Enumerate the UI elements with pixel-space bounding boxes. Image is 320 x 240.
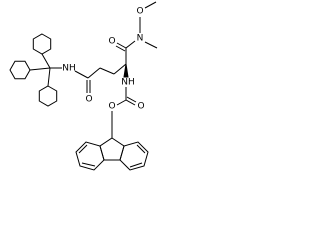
bond — [125, 40, 136, 49]
bond — [136, 144, 146, 154]
bond — [126, 96, 137, 103]
bond — [81, 162, 96, 167]
bonds — [9, 1, 158, 171]
page: {"labels": ["O", "N", "O", "NH", "O", "N… — [9, 1, 158, 171]
wedge-bond — [123, 63, 129, 78]
phenyl-ring — [32, 33, 52, 55]
bond — [115, 45, 126, 52]
benzo-ring — [119, 141, 149, 171]
atom-label: O — [136, 7, 143, 17]
bond — [99, 67, 115, 75]
phenyl-ring — [9, 60, 31, 80]
bond — [113, 63, 127, 75]
structure: O N O NH O NH O O — [9, 1, 158, 171]
atom-label: N — [137, 34, 144, 44]
bond — [78, 144, 88, 154]
bond — [87, 67, 101, 79]
atom-label: O — [108, 102, 115, 112]
bond — [41, 53, 51, 69]
bond — [74, 70, 89, 79]
atom-label: NH — [62, 64, 76, 74]
bond — [47, 67, 51, 87]
five-ring — [99, 137, 125, 161]
atom-label: O — [137, 102, 144, 112]
atom-labels: O N O NH O NH O O — [62, 7, 144, 112]
bond — [129, 162, 143, 168]
bond — [144, 1, 157, 9]
phenyl-ring — [38, 85, 58, 107]
atom-label: O — [85, 95, 92, 105]
bond — [144, 41, 158, 49]
bond — [116, 42, 127, 49]
bond — [125, 99, 136, 106]
benzo-ring — [75, 141, 105, 171]
bond — [29, 67, 51, 71]
atom-label: NH — [121, 78, 135, 88]
atom-label: O — [108, 37, 115, 47]
bond — [116, 99, 127, 106]
